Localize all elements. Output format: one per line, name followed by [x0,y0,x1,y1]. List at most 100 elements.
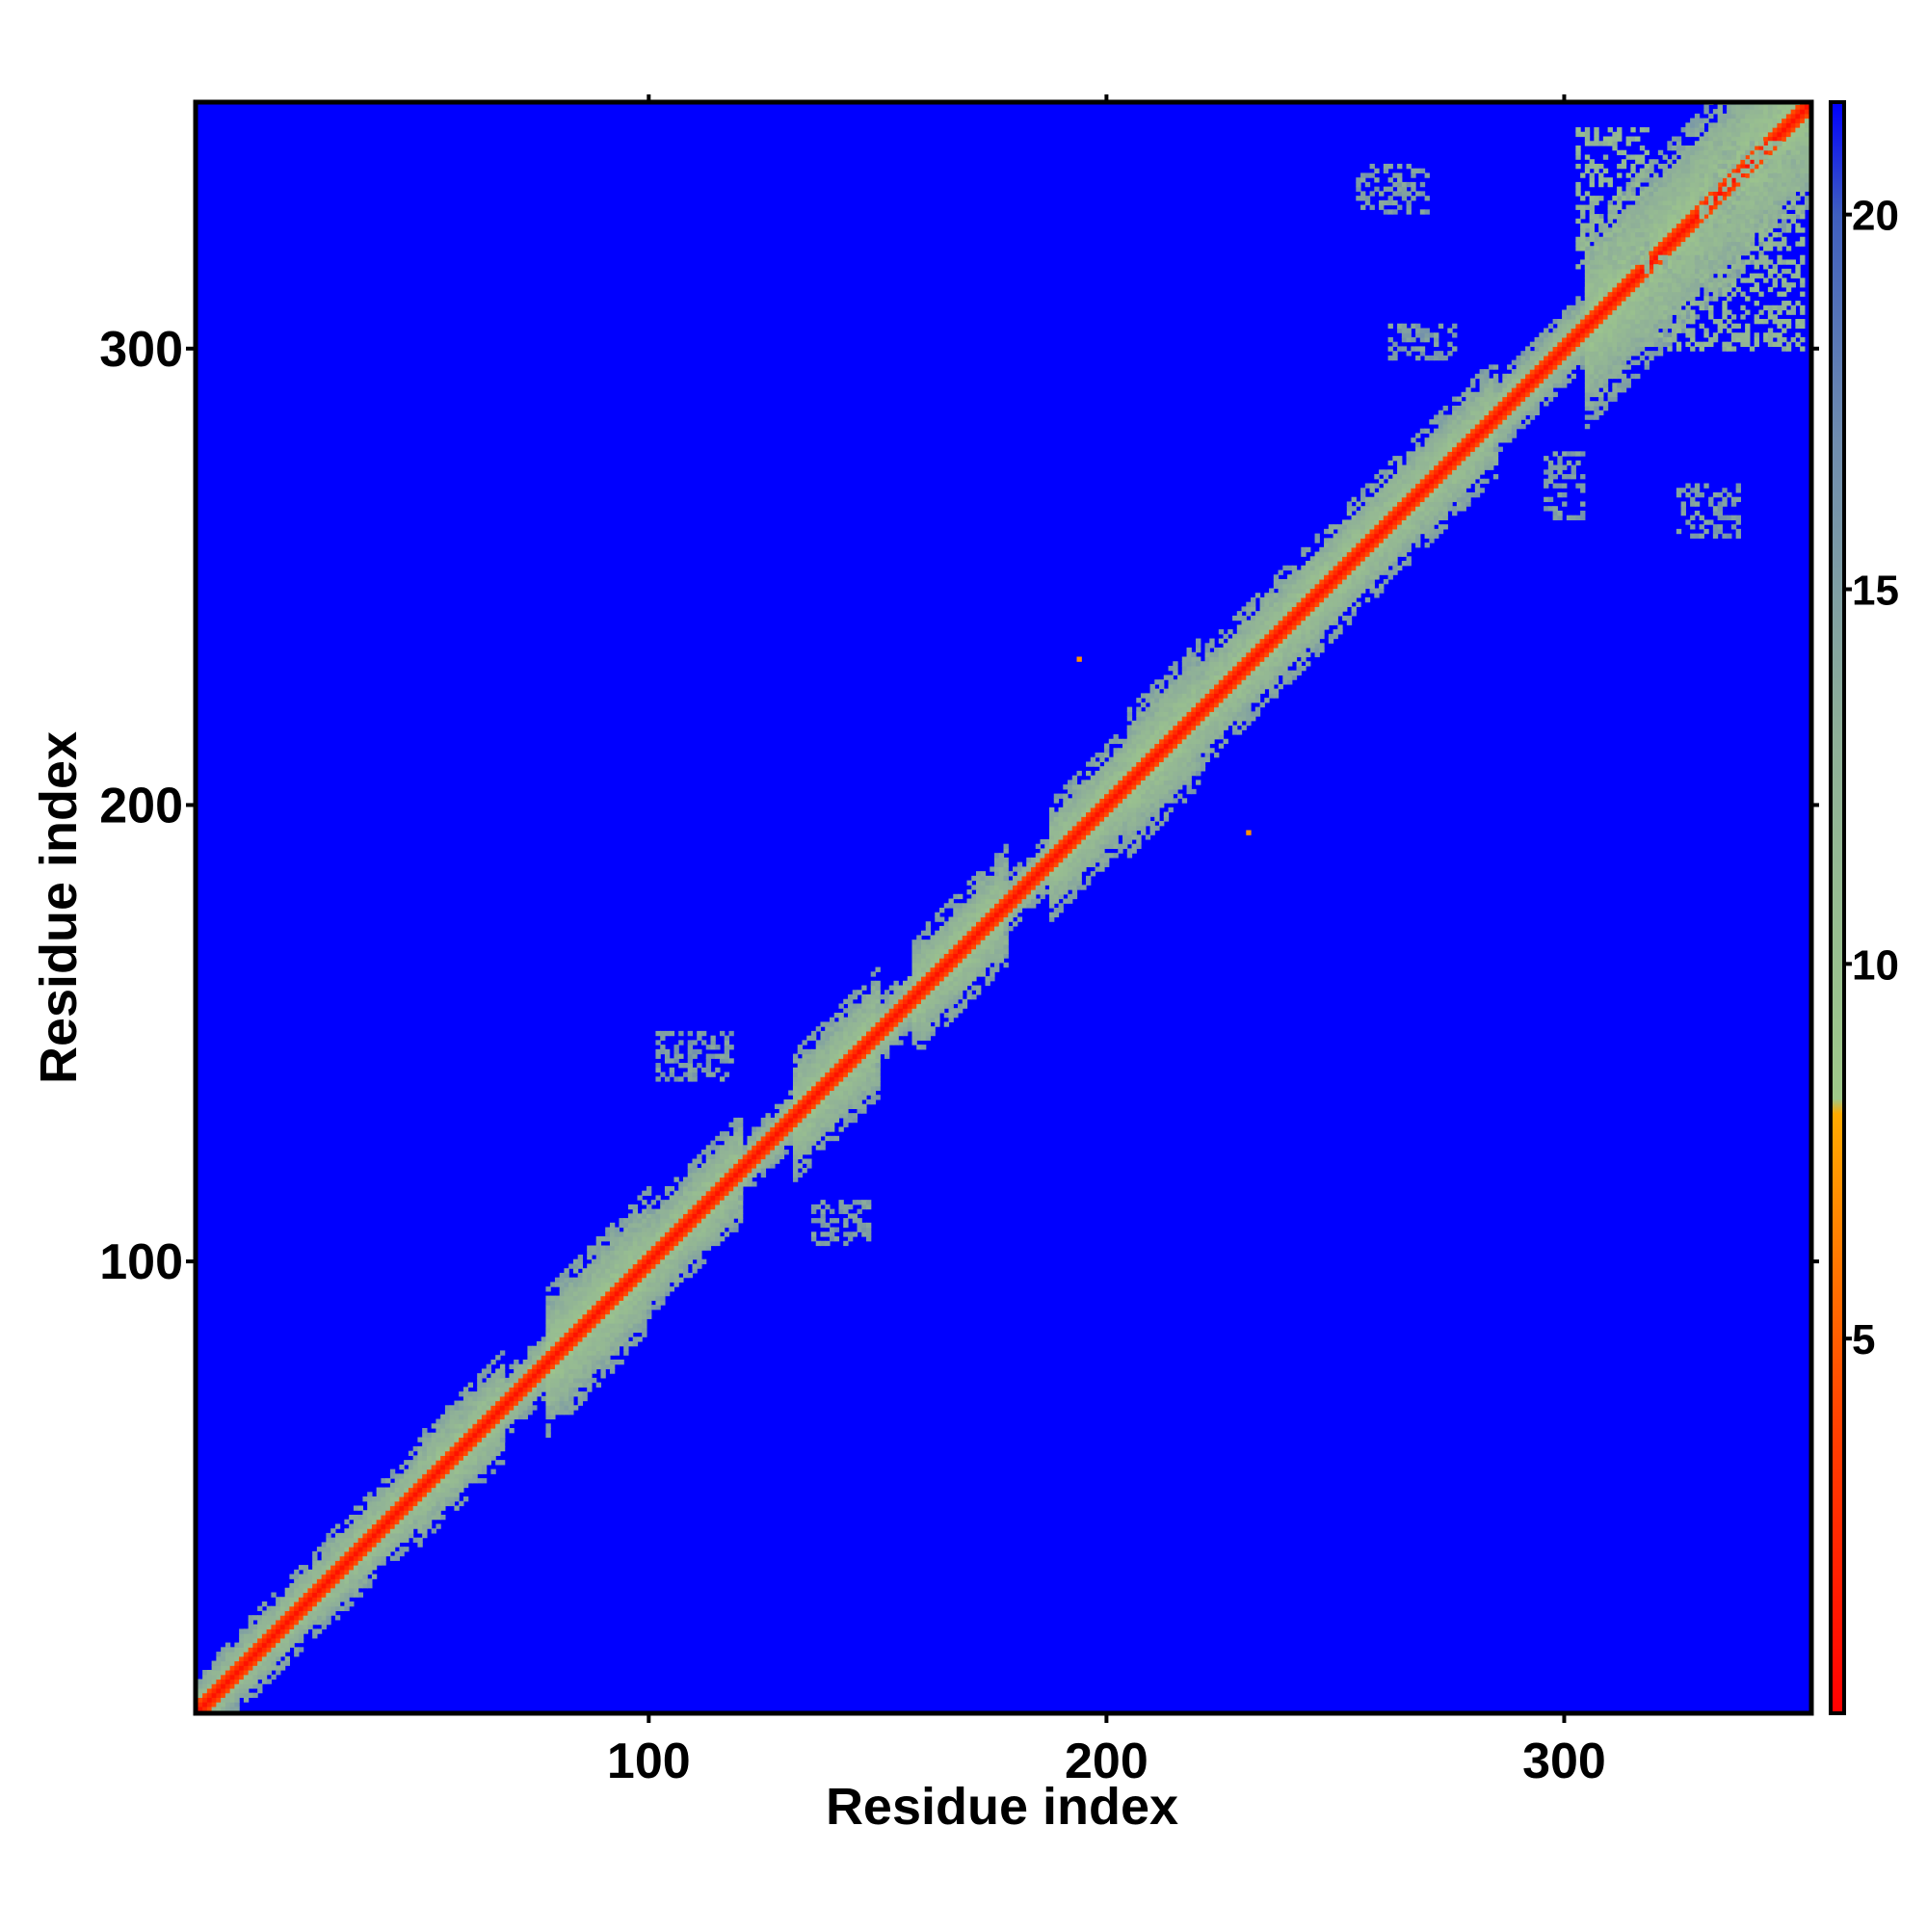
heatmap-cell [468,1415,473,1419]
heatmap-cell [564,1396,568,1401]
heatmap-cell [967,944,972,949]
heatmap-cell [1127,734,1132,739]
heatmap-cell [596,1278,601,1283]
heatmap-cell [816,1099,821,1104]
heatmap-cell [322,1606,327,1611]
heatmap-cell [432,1469,436,1474]
heatmap-cell [619,1318,623,1323]
heatmap-cell [981,944,986,949]
heatmap-cell [280,1665,285,1670]
heatmap-cell [285,1625,290,1629]
heatmap-cell [738,1186,743,1191]
heatmap-cell [793,1168,798,1173]
heatmap-cell [871,994,876,999]
heatmap-cell [487,1419,491,1424]
heatmap-cell [1059,826,1064,831]
heatmap-cell [445,1442,450,1446]
heatmap-cell [651,1291,656,1296]
heatmap-cell [623,1250,628,1255]
heatmap-cell [1159,716,1164,721]
heatmap-cell [299,1578,304,1583]
heatmap-cell [752,1181,756,1186]
heatmap-cell [1227,689,1232,694]
heatmap-cell [738,1191,743,1196]
heatmap-cell [738,1195,743,1200]
heatmap-cell [490,1391,495,1396]
heatmap-cell [422,1505,427,1510]
heatmap-cell [728,1123,733,1127]
heatmap-cell [541,1337,546,1341]
heatmap-cell [843,1099,848,1104]
heatmap-cell [362,1515,367,1520]
heatmap-cell [587,1323,592,1328]
heatmap-cell [1031,894,1036,899]
heatmap-cell [249,1670,253,1675]
heatmap-cell [806,1141,811,1146]
heatmap-cell [432,1446,436,1451]
heatmap-cell [1099,821,1104,826]
heatmap-cell [294,1625,299,1629]
heatmap-cell [600,1273,605,1278]
heatmap-cell [1049,816,1054,821]
heatmap-cell [756,1150,761,1154]
heatmap-cell [806,1131,811,1136]
heatmap-cell [523,1378,528,1383]
heatmap-cell [1026,871,1031,876]
heatmap-cell [468,1455,473,1460]
heatmap-cell [1182,702,1187,707]
heatmap-cell [477,1446,482,1451]
heatmap-cell [1036,885,1041,889]
heatmap-cell [692,1200,697,1204]
heatmap-cell [857,1076,861,1081]
heatmap-cell [244,1693,249,1698]
heatmap-cell [798,1113,803,1118]
heatmap-cell [344,1592,349,1597]
heatmap-cell [802,1159,806,1164]
heatmap-cell [285,1620,290,1625]
heatmap-cell [596,1291,601,1296]
heatmap-cell [505,1387,510,1391]
heatmap-cell [372,1556,377,1561]
heatmap-cell [500,1433,505,1438]
heatmap-cell [299,1628,304,1633]
heatmap-cell [427,1501,432,1506]
heatmap-cell [1219,698,1224,702]
heatmap-cell [564,1300,568,1305]
heatmap-cell [615,1350,620,1355]
heatmap-cell [592,1246,596,1251]
heatmap-cell [1122,766,1127,771]
heatmap-cell [505,1391,510,1396]
heatmap-cell [733,1209,738,1214]
heatmap-cell [568,1291,573,1296]
heatmap-cell [765,1123,770,1127]
heatmap-cell [903,999,908,1004]
heatmap-cell [1122,816,1127,821]
heatmap-cell [976,944,981,949]
heatmap-cell [1017,908,1022,913]
heatmap-cell [953,1008,958,1013]
heatmap-cell [436,1428,440,1433]
heatmap-cell [1173,743,1177,748]
heatmap-cell [592,1346,596,1351]
heatmap-cell [1205,675,1210,679]
heatmap-cell [1072,821,1077,826]
heatmap-cell [1077,839,1082,844]
heatmap-cell [967,935,972,940]
heatmap-cell [971,935,976,940]
heatmap-cell [715,1186,720,1191]
heatmap-cell [1036,858,1041,862]
heatmap-cell [1141,821,1146,826]
heatmap-cell [931,1018,936,1022]
heatmap-cell [362,1578,367,1583]
heatmap-cell [463,1451,468,1456]
heatmap-cell [560,1300,565,1305]
heatmap-cell [413,1455,418,1460]
heatmap-cell [1150,771,1155,776]
heatmap-cell [514,1405,518,1410]
heatmap-cell [1072,839,1077,844]
heatmap-cell [262,1638,267,1643]
heatmap-cell [971,908,976,913]
heatmap-cell [623,1323,628,1328]
heatmap-cell [225,1683,230,1688]
heatmap-cell [994,940,999,944]
